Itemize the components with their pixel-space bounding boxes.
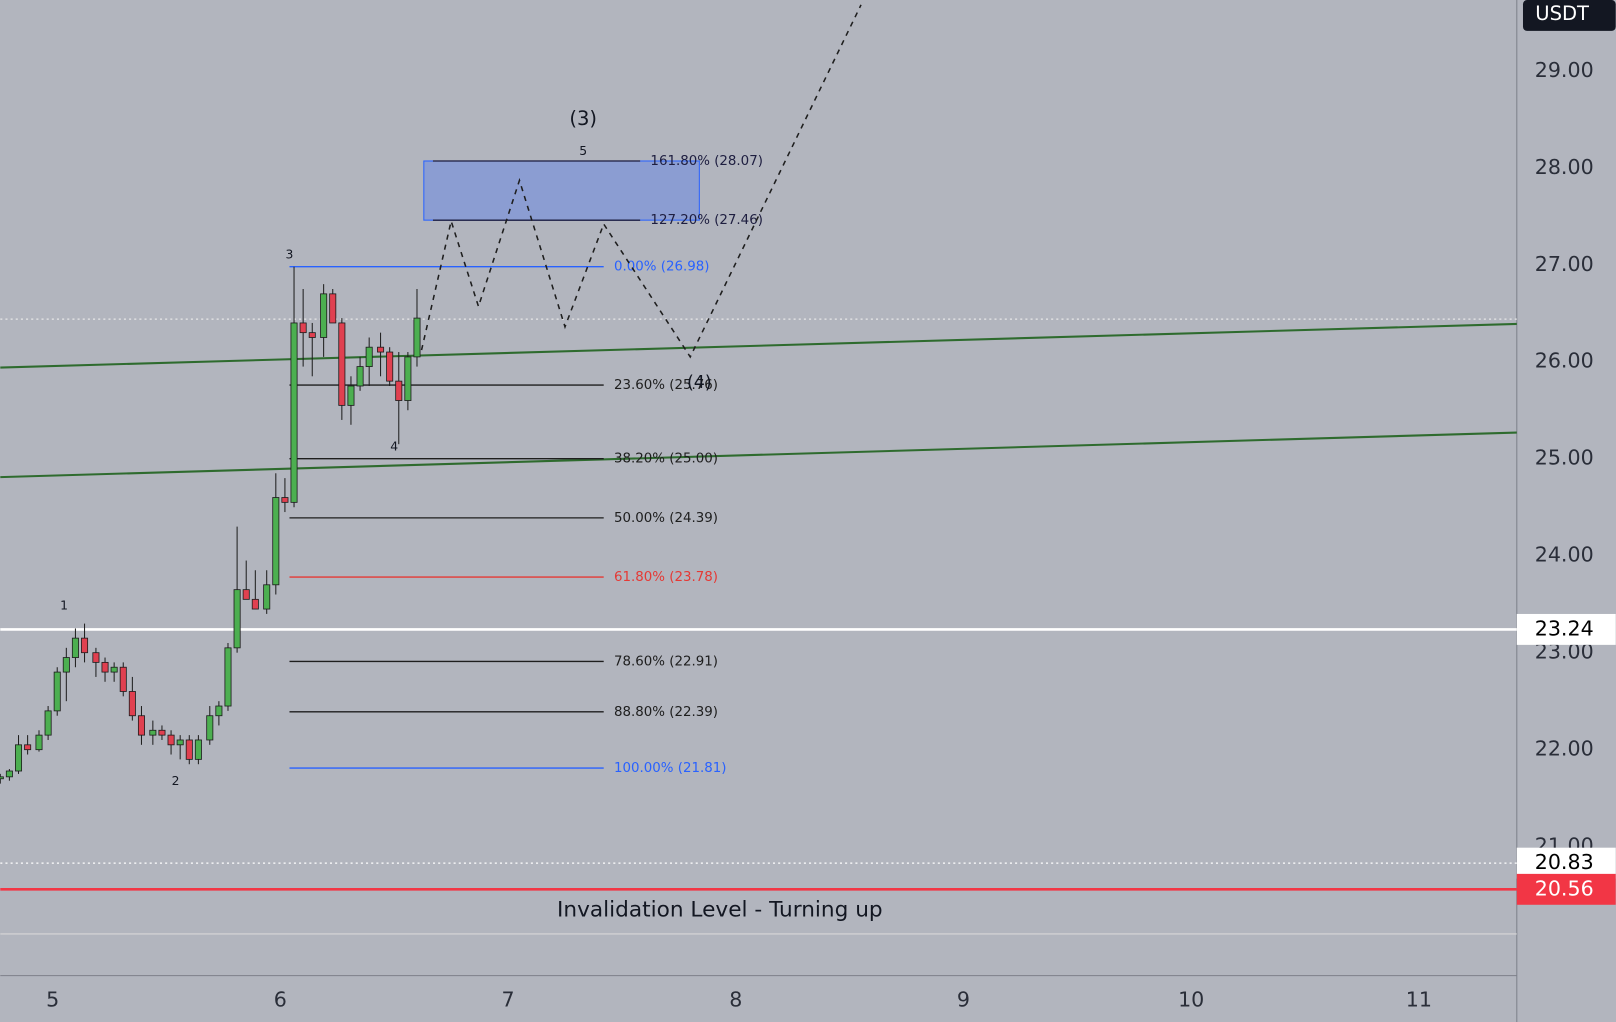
y-tick-label: 25.00 <box>1535 446 1594 470</box>
candle-body <box>53 671 61 712</box>
candle-body <box>24 744 32 751</box>
candle-body <box>5 770 13 778</box>
x-tick-label: 9 <box>957 987 970 1011</box>
x-tick-label: 8 <box>729 987 742 1011</box>
candle-body <box>44 710 52 736</box>
candle-body <box>377 346 385 353</box>
candle-body <box>338 322 346 406</box>
currency-badge <box>1522 0 1616 31</box>
candle-body <box>158 729 166 736</box>
price-badge <box>1516 613 1616 645</box>
y-tick-label: 28.00 <box>1535 155 1594 179</box>
price-badge <box>1516 847 1616 879</box>
fib-label: 0.00% (26.98) <box>614 260 709 275</box>
price-badge-label: 23.24 <box>1535 616 1594 640</box>
fib-label: 23.60% (25.76) <box>614 378 718 393</box>
candle-body <box>263 584 271 610</box>
candle-body <box>329 293 337 324</box>
fib-label: 78.60% (22.91) <box>614 654 718 669</box>
candle-body <box>233 589 241 649</box>
candle-body <box>185 739 193 760</box>
fib-label: 61.80% (23.78) <box>614 570 718 585</box>
fib-label: 161.80% (28.07) <box>650 154 763 169</box>
x-tick-label: 11 <box>1406 987 1432 1011</box>
annotation: 5 <box>579 144 587 158</box>
fib-label: 38.20% (25.00) <box>614 452 718 467</box>
candle-body <box>404 356 412 401</box>
currency-label: USDT <box>1535 2 1589 25</box>
candle-body <box>128 691 136 717</box>
fib-label: 88.80% (22.39) <box>614 705 718 720</box>
target-box <box>423 160 700 221</box>
y-tick-label: 23.00 <box>1535 640 1594 664</box>
annotation: 2 <box>172 774 180 788</box>
x-tick-label: 7 <box>502 987 515 1011</box>
candle-body <box>251 598 259 610</box>
y-tick-label: 26.00 <box>1535 349 1594 373</box>
y-tick-label: 24.00 <box>1535 543 1594 567</box>
annotation: 4 <box>390 440 398 454</box>
y-tick-label: 29.00 <box>1535 58 1594 82</box>
price-badge-label: 20.83 <box>1535 850 1594 874</box>
candle-body <box>308 332 316 338</box>
channel-line <box>0 322 1517 369</box>
candle-body <box>320 293 328 338</box>
candle-body <box>0 776 4 780</box>
candle-body <box>395 380 403 401</box>
fib-label: 50.00% (24.39) <box>614 511 718 526</box>
candle-body <box>71 637 79 658</box>
candle-body <box>62 657 70 673</box>
price-badge <box>1516 873 1616 905</box>
candle-body <box>224 647 232 707</box>
candle-body <box>15 744 23 772</box>
candle-body <box>176 739 184 746</box>
fib-label: 127.20% (27.46) <box>650 213 763 228</box>
candle-body <box>290 322 298 503</box>
candle-body <box>101 661 109 673</box>
price-badge-label: 20.56 <box>1535 876 1594 900</box>
candle-body <box>242 589 250 600</box>
annotation: 1 <box>60 599 68 613</box>
projection-path <box>420 4 862 359</box>
candle-body <box>194 739 202 760</box>
candle-body <box>81 637 89 654</box>
x-tick-label: 10 <box>1178 987 1204 1011</box>
candle-body <box>281 497 289 503</box>
fib-label: 100.00% (21.81) <box>614 761 727 776</box>
candle-body <box>119 666 127 692</box>
candle-body <box>347 385 355 406</box>
candle-body <box>137 715 145 736</box>
candle-body <box>365 346 373 368</box>
candle-body <box>110 666 118 673</box>
channel-line <box>0 431 1517 479</box>
candle-body <box>215 705 223 717</box>
annotation: (4) <box>687 373 712 393</box>
y-tick-label: 27.00 <box>1535 252 1594 276</box>
y-tick-label: 22.00 <box>1535 737 1594 761</box>
x-tick-label: 6 <box>274 987 287 1011</box>
annotation: Invalidation Level - Turning up <box>557 898 883 923</box>
candle-body <box>299 322 307 334</box>
annotation: 3 <box>286 248 294 262</box>
candle-body <box>167 734 175 746</box>
candle-body <box>92 652 100 663</box>
candle-body <box>413 317 421 358</box>
candle-body <box>386 351 394 382</box>
candle-body <box>356 366 364 387</box>
candle-body <box>272 497 280 586</box>
annotation: (3) <box>569 107 597 130</box>
candle-body <box>149 729 157 736</box>
candle-body <box>206 715 214 741</box>
x-tick-label: 5 <box>46 987 59 1011</box>
candle-body <box>35 734 43 751</box>
